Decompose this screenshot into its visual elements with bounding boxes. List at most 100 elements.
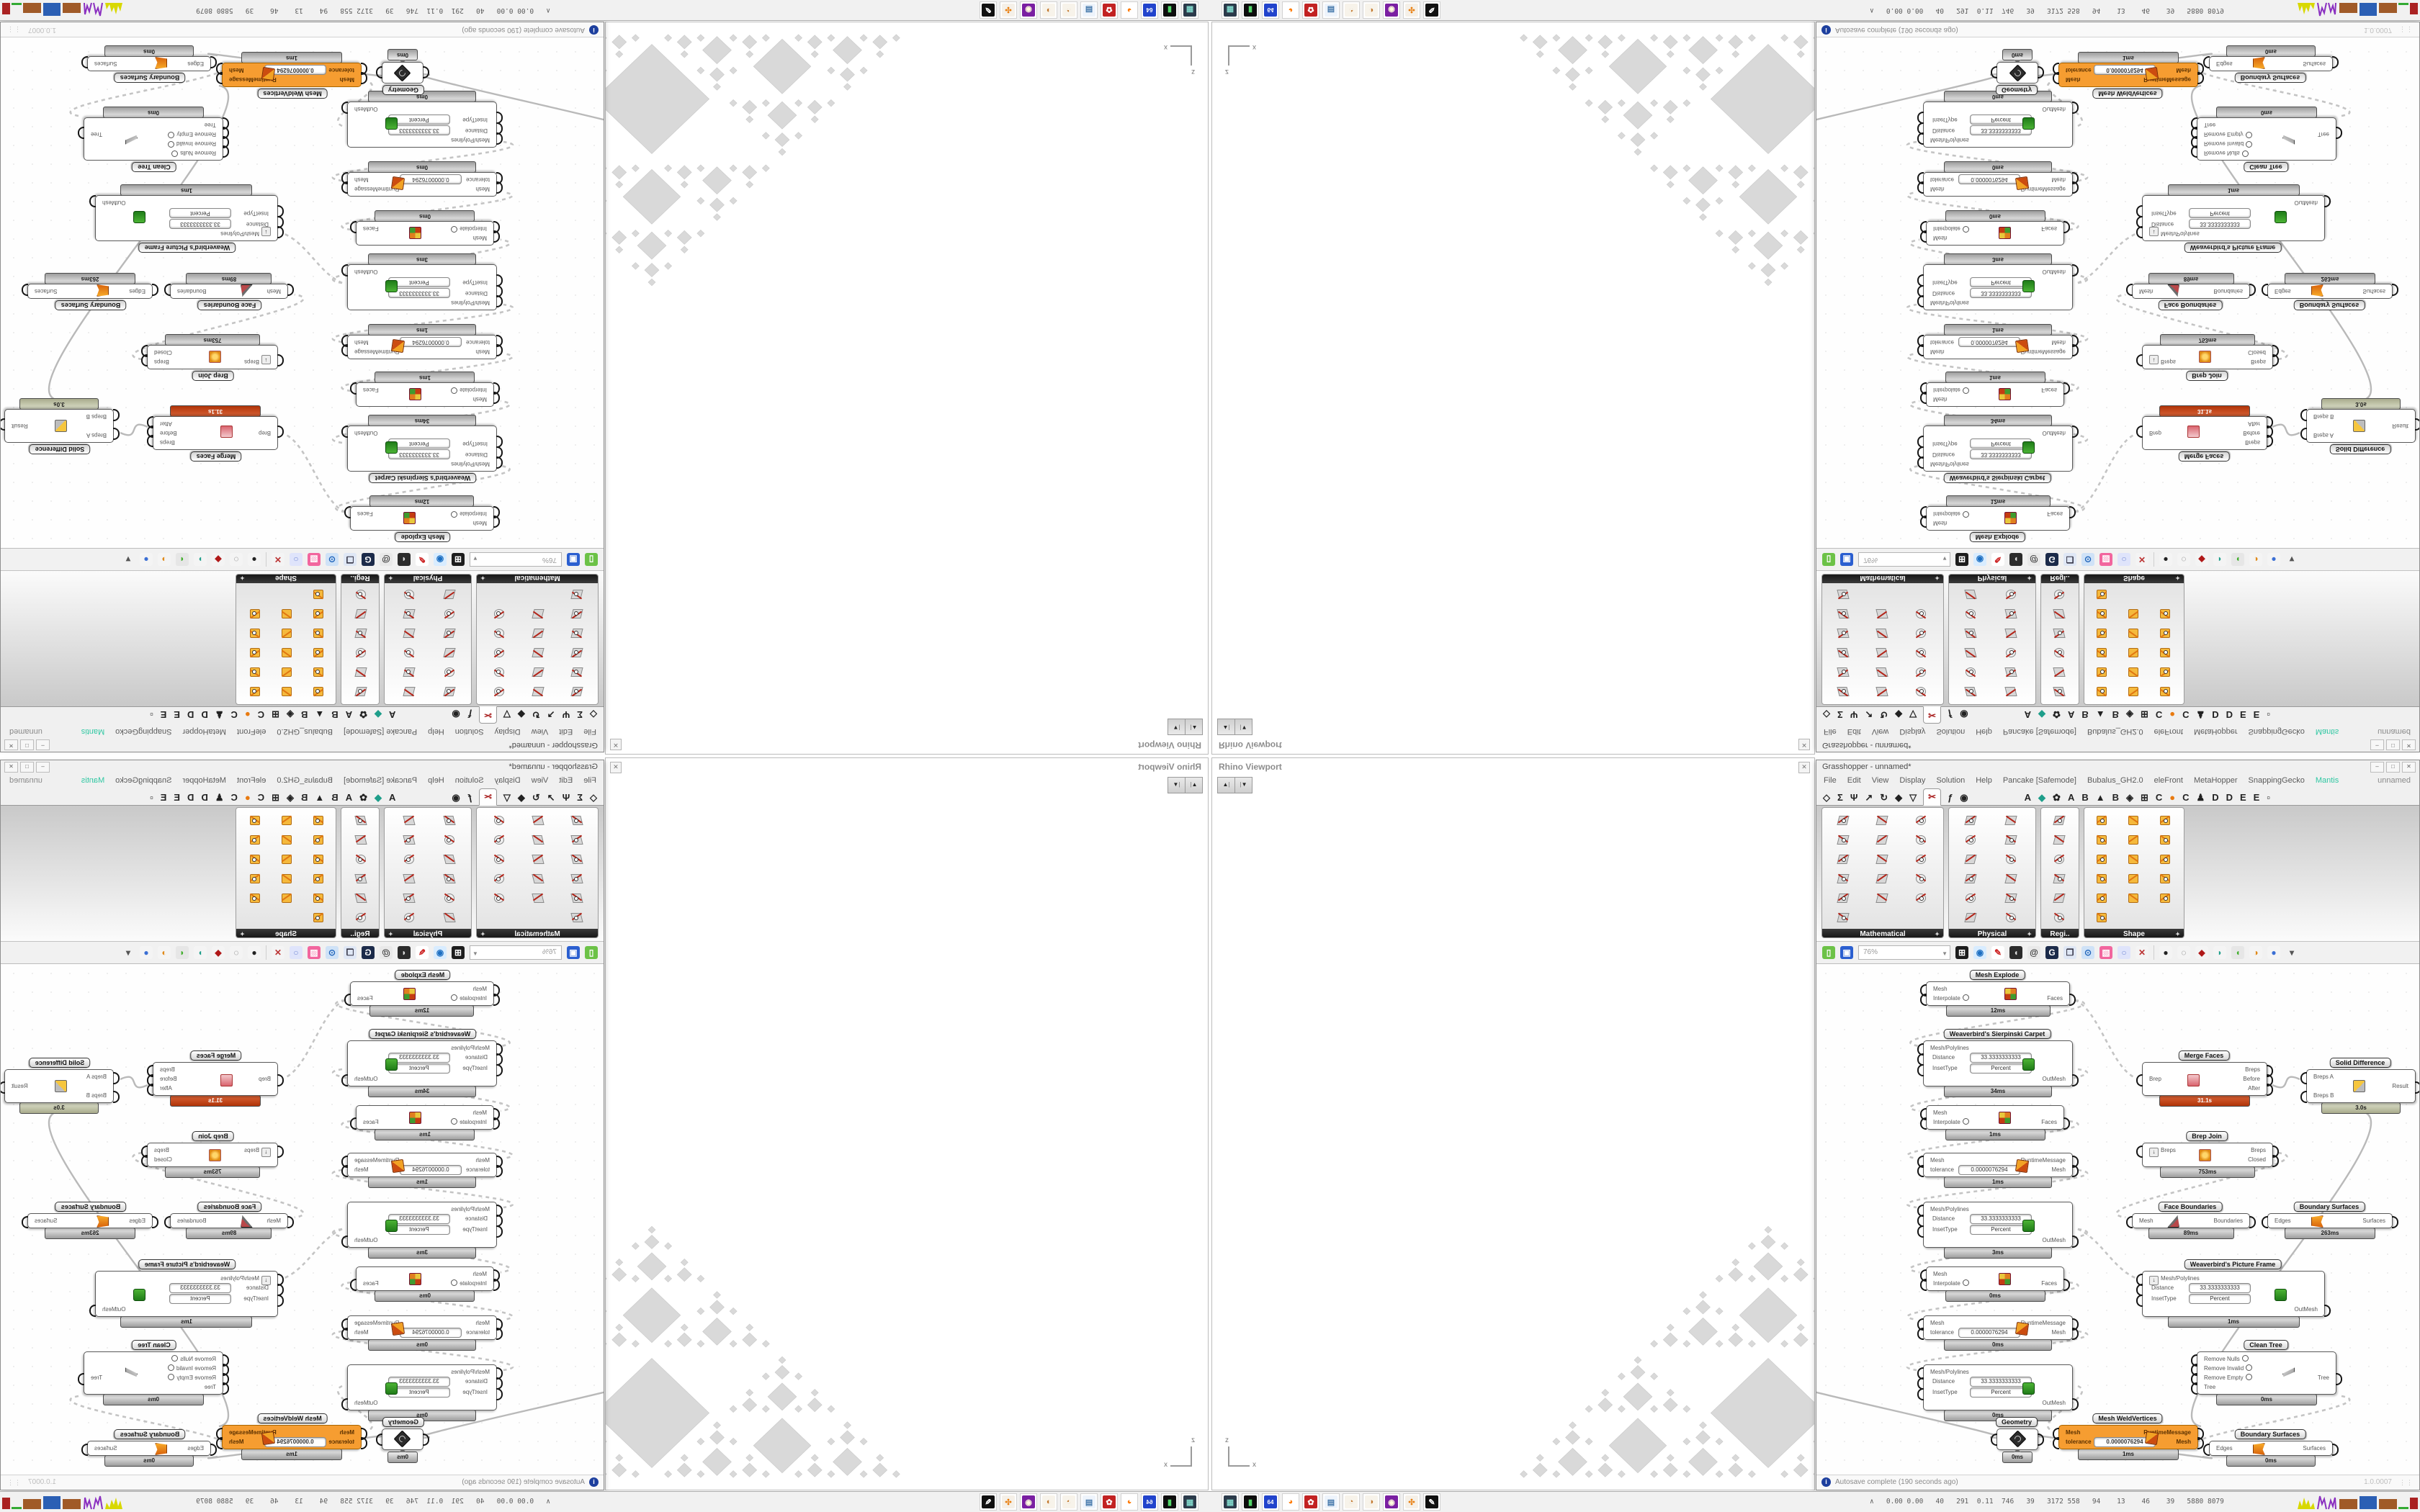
component-icon[interactable]: [2043, 868, 2076, 888]
menu-item-elefront[interactable]: eleFront: [237, 776, 266, 785]
gh-node-mesh-explode-3[interactable]: Mesh Interpolate Faces: [350, 1266, 500, 1291]
gh-titlebar[interactable]: Grasshopper - unnamed* – □ ✕: [1, 760, 604, 773]
field-value-insettype[interactable]: Percent: [1970, 1063, 2032, 1074]
input-pin[interactable]: [1917, 335, 1924, 347]
canvas-zoom-select[interactable]: 76% ▼: [1858, 945, 1950, 960]
tab-3[interactable]: ↗: [547, 709, 555, 720]
ribbon-category-label[interactable]: Shape ✦: [236, 574, 336, 583]
menu-item-solution[interactable]: Solution: [1936, 727, 1966, 736]
node-value-box[interactable]: 0.0000076294: [1958, 174, 2020, 184]
tab-7[interactable]: ✂: [1923, 788, 1942, 806]
gumball-green-icon[interactable]: ◖: [2231, 946, 2244, 959]
tab-0[interactable]: ◇: [590, 709, 597, 720]
output-pin[interactable]: [81, 56, 88, 68]
tab-3[interactable]: ↗: [1865, 792, 1873, 803]
component-icon[interactable]: [557, 605, 596, 624]
component-icon[interactable]: [239, 849, 271, 868]
component-icon[interactable]: [239, 663, 271, 683]
tab-21[interactable]: C: [2182, 792, 2190, 803]
component-icon[interactable]: [344, 849, 377, 868]
menu-item-help[interactable]: Help: [428, 727, 444, 736]
new-document-icon[interactable]: ▯: [585, 553, 598, 566]
component-icon[interactable]: [344, 644, 377, 663]
component-icon[interactable]: [344, 663, 377, 683]
component-icon[interactable]: [302, 605, 334, 624]
component-icon[interactable]: [1950, 663, 1991, 683]
gh-node-boundary-surfaces-1[interactable]: Edges Surfaces: [2262, 284, 2398, 299]
viewport-split-button[interactable]: ▲|: [1185, 777, 1203, 793]
tab-27[interactable]: ▫: [150, 792, 153, 803]
output-pin[interactable]: [2072, 1074, 2079, 1086]
output-pin[interactable]: [2324, 1305, 2331, 1317]
resize-grip[interactable]: ⋮⋮: [6, 1479, 21, 1486]
output-pin[interactable]: [78, 1373, 84, 1385]
component-icon[interactable]: [2086, 849, 2118, 868]
firefox-icon[interactable]: ◕: [1282, 1493, 1299, 1511]
save-icon[interactable]: ▣: [1840, 946, 1853, 959]
component-icon[interactable]: [239, 810, 271, 829]
blender-icon[interactable]: ✣: [1403, 1493, 1420, 1511]
tab-1[interactable]: Σ: [577, 792, 583, 803]
calculator-icon[interactable]: ▤: [1322, 1, 1340, 19]
balloon-icon[interactable]: ○: [290, 946, 302, 959]
input-pin[interactable]: [2262, 284, 2268, 296]
tab-23[interactable]: D: [201, 792, 208, 803]
tab-6[interactable]: ▽: [1909, 792, 1917, 803]
output-pin[interactable]: [376, 66, 382, 78]
component-icon[interactable]: [519, 605, 557, 624]
robot-card-icon[interactable]: ✿: [1101, 1, 1118, 19]
gimp-icon[interactable]: ✎: [980, 1493, 997, 1511]
ribbon-category-label[interactable]: Regi..: [2041, 574, 2079, 583]
menu-item-mantis[interactable]: Mantis: [81, 776, 105, 785]
close-icon[interactable]: ✕: [610, 762, 622, 773]
finder-icon[interactable]: ⊙: [2081, 946, 2094, 959]
input-pin[interactable]: [1920, 382, 1927, 395]
output-pin[interactable]: [2072, 1398, 2079, 1410]
gh-node-picture-frame-2[interactable]: Mesh/Polylines Distance 33.3333333333 Inset…: [1917, 1364, 2079, 1410]
new-document-icon[interactable]: ▯: [585, 946, 598, 959]
gh-node-picture-frame-2[interactable]: Mesh/Polylines Distance 33.3333333333 Inset…: [1917, 102, 2079, 148]
balloon-icon[interactable]: ○: [2118, 946, 2130, 959]
component-icon[interactable]: [271, 624, 302, 644]
tab-26[interactable]: E: [160, 792, 167, 803]
component-icon[interactable]: [2149, 888, 2181, 907]
ribbon-category-label[interactable]: Physical ✦: [1949, 929, 2035, 937]
component-icon[interactable]: [1991, 624, 2031, 644]
menu-item-pancake-safemode-[interactable]: Pancake [Safemode]: [344, 727, 418, 736]
field-value-distance[interactable]: 33.3333333333: [1970, 1214, 2032, 1224]
component-icon[interactable]: [2118, 810, 2149, 829]
tab-2[interactable]: Ψ: [1850, 709, 1858, 720]
component-icon[interactable]: [1991, 605, 2031, 624]
field-value-distance[interactable]: 33.3333333333: [2189, 219, 2251, 229]
gh-node-mesh-explode-3[interactable]: Mesh Interpolate Faces: [1920, 1266, 2070, 1291]
gh-node-canvas[interactable]: Mesh Explode Mesh Interpolate Faces 12ms Weav…: [1816, 964, 2419, 1475]
input-pin[interactable]: [1991, 1434, 1997, 1446]
tab-4[interactable]: ↻: [532, 792, 540, 803]
gh-node-boundary-surfaces-1[interactable]: Edges Surfaces: [22, 284, 158, 299]
code-terminal-icon[interactable]: ▮: [1161, 1, 1178, 19]
component-icon[interactable]: [1863, 644, 1901, 663]
tab-10[interactable]: A: [388, 792, 396, 803]
tab-21[interactable]: C: [2182, 709, 2190, 720]
palette-a-icon[interactable]: ◔: [1060, 1493, 1077, 1511]
component-icon[interactable]: [389, 663, 429, 683]
gh-node-merge-faces[interactable]: Breps Brep Before After: [2136, 1062, 2273, 1096]
input-pin[interactable]: [1917, 446, 1924, 459]
component-icon[interactable]: [519, 683, 557, 702]
preview-off-icon[interactable]: ●: [248, 553, 261, 566]
input-pin[interactable]: [2126, 1216, 2133, 1228]
menu-item-file[interactable]: File: [583, 727, 596, 736]
resize-grip[interactable]: ⋮⋮: [2399, 1479, 2414, 1486]
window-layout-icon[interactable]: ❐: [2063, 946, 2076, 959]
tab-20[interactable]: ●: [244, 709, 251, 720]
tab-14[interactable]: B: [331, 709, 339, 720]
component-icon[interactable]: [429, 663, 470, 683]
component-icon[interactable]: [2043, 849, 2076, 868]
gh-node-mesh-weld-selected[interactable]: Mesh RuntimeMessage tolerance 0.0000076294 M…: [2053, 63, 2204, 87]
gh-node-picture-frame-2[interactable]: Mesh/Polylines Distance 33.3333333333 Inset…: [341, 1364, 503, 1410]
tab-24[interactable]: D: [187, 709, 194, 720]
output-pin[interactable]: [341, 172, 348, 184]
output-pin[interactable]: [141, 345, 148, 357]
